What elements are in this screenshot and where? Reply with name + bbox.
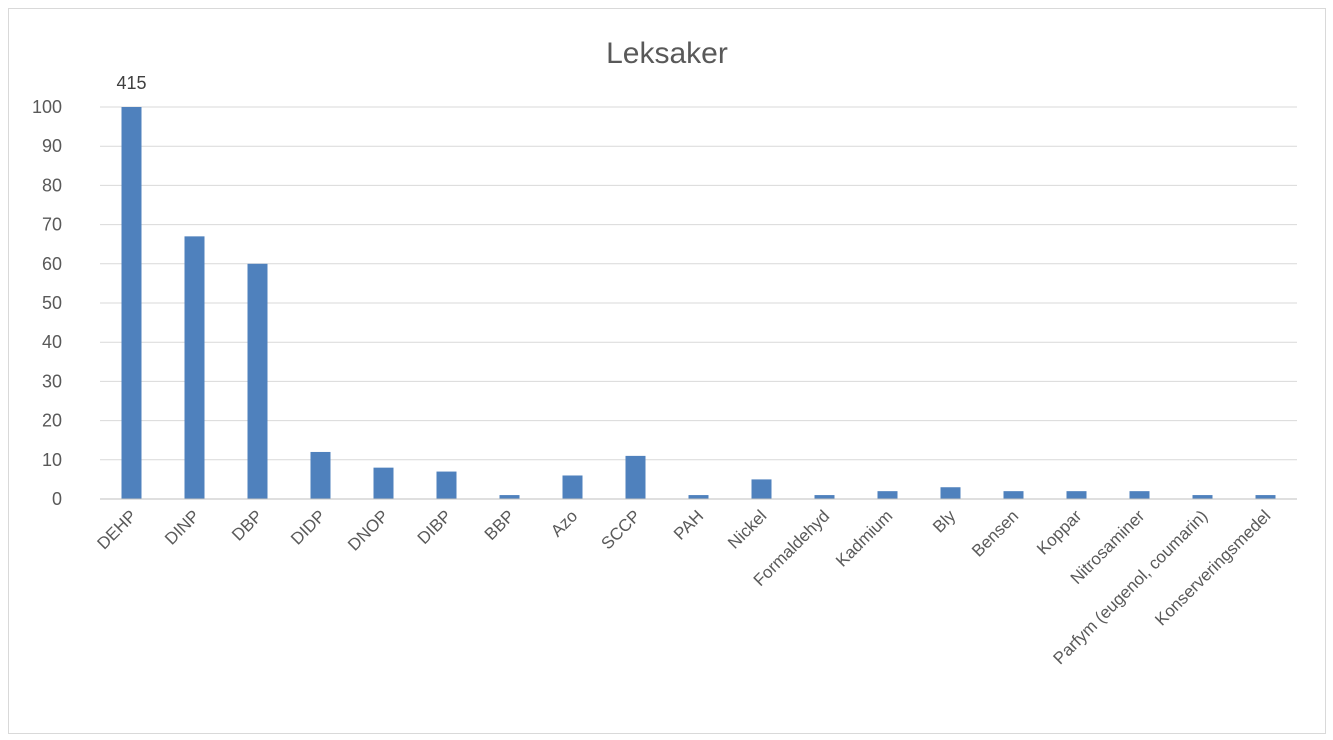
x-axis-category-labels: DEHP DINP DBP DIDP DNOP DIBP BBP Azo SCCP PAH Nick… (93, 506, 1274, 668)
y-tick-label: 100 (32, 97, 62, 117)
x-category-label: DIBP (414, 506, 455, 547)
x-category-label: Koppar (1033, 506, 1085, 558)
bar (814, 495, 835, 499)
x-category-label: Nickel (724, 506, 770, 552)
x-category-label: DNOP (344, 506, 392, 554)
bar (1192, 495, 1213, 499)
y-tick-label: 90 (42, 136, 62, 156)
bar (562, 475, 583, 499)
x-category-label: Bensen (968, 506, 1022, 560)
x-category-label: Bly (929, 506, 959, 536)
bar (1129, 491, 1150, 499)
bar (625, 455, 646, 499)
x-category-label: DEHP (93, 506, 140, 553)
y-tick-label: 0 (52, 489, 62, 509)
data-labels: 415 (116, 73, 146, 93)
bar (499, 495, 520, 499)
x-category-label: DINP (161, 506, 203, 548)
y-tick-label: 30 (42, 371, 62, 391)
x-category-label: BBP (481, 506, 518, 543)
bar (436, 471, 457, 499)
x-category-label: Azo (547, 506, 581, 540)
x-category-label: PAH (670, 506, 707, 543)
bar (1003, 491, 1024, 499)
bar (310, 451, 331, 499)
bar (121, 107, 142, 499)
y-tick-label: 10 (42, 450, 62, 470)
y-tick-label: 20 (42, 411, 62, 431)
data-label: 415 (116, 73, 146, 93)
x-category-label: SCCP (597, 506, 644, 553)
y-tick-label: 60 (42, 254, 62, 274)
bar (373, 467, 394, 499)
y-tick-label: 50 (42, 293, 62, 313)
x-category-label: DIDP (287, 506, 329, 548)
chart-title: Leksaker (606, 37, 728, 70)
y-tick-label: 80 (42, 175, 62, 195)
gridlines (100, 106, 1297, 461)
bar (247, 263, 268, 499)
bar (184, 236, 205, 500)
bar (1066, 491, 1087, 499)
bar (940, 487, 961, 499)
bar (751, 479, 772, 499)
bar-chart: Leksaker 0 10 20 30 40 50 60 70 80 90 100 DEHP DINP… (32, 37, 1297, 668)
bar (1255, 495, 1276, 499)
x-category-label: DBP (228, 506, 266, 544)
y-tick-label: 70 (42, 215, 62, 235)
bar (688, 495, 709, 499)
x-category-label: Konserveringsmedel (1151, 506, 1274, 629)
y-axis-tick-labels: 0 10 20 30 40 50 60 70 80 90 100 (32, 97, 62, 509)
bars (121, 107, 1276, 500)
chart-frame: Leksaker 0 10 20 30 40 50 60 70 80 90 100 DEHP DINP… (8, 8, 1326, 734)
y-tick-label: 40 (42, 332, 62, 352)
bar (877, 491, 898, 499)
x-category-label: Kadmium (832, 506, 896, 570)
